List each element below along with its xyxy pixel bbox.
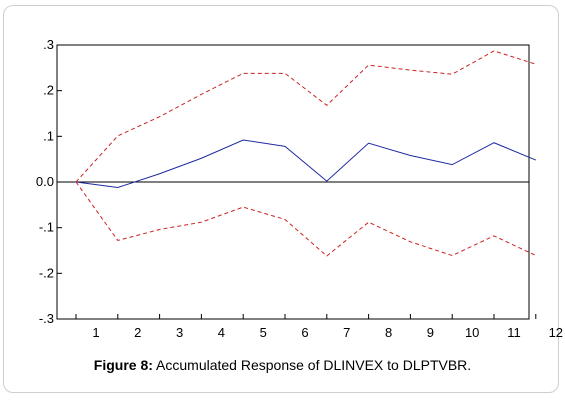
- series-line-3: [75, 181, 537, 257]
- caption-label: Figure 8:: [93, 357, 153, 373]
- axes: .3.2.10.0-.1-.2-.31 2 3 4 5 6 7 8 9 10 11 12: [36, 37, 563, 340]
- x-tick-label: 8: [385, 325, 392, 340]
- y-tick-label: -.2: [39, 265, 54, 280]
- series-line-2: [75, 50, 536, 183]
- y-tick-label: .3: [43, 37, 54, 52]
- x-tick-label: 4: [218, 325, 225, 340]
- y-tick-label: .1: [43, 128, 54, 143]
- x-tick-label: 9: [427, 325, 434, 340]
- y-tick-label: -.1: [39, 220, 54, 235]
- y-tick-label: 0.0: [36, 174, 54, 189]
- x-tick-label: 7: [343, 325, 350, 340]
- x-tick-label: 12: [549, 325, 563, 340]
- y-tick-label: -.3: [39, 311, 54, 326]
- x-tick-label: 2: [134, 325, 141, 340]
- x-tick-label: 3: [176, 325, 183, 340]
- y-tick-label: .2: [43, 83, 54, 98]
- figure-caption: Figure 8: Accumulated Response of DLINVE…: [0, 357, 565, 373]
- x-tick-label: 10: [465, 325, 479, 340]
- x-tick-label: 1: [92, 325, 99, 340]
- series-layer: [75, 50, 537, 257]
- figure-frame: [3, 5, 559, 393]
- x-tick-label: 6: [301, 325, 308, 340]
- x-tick-label: 5: [260, 325, 267, 340]
- series-line-1: [75, 139, 536, 188]
- caption-text: Accumulated Response of DLINVEX to DLPTV…: [152, 357, 472, 373]
- x-tick-label: 11: [507, 325, 521, 340]
